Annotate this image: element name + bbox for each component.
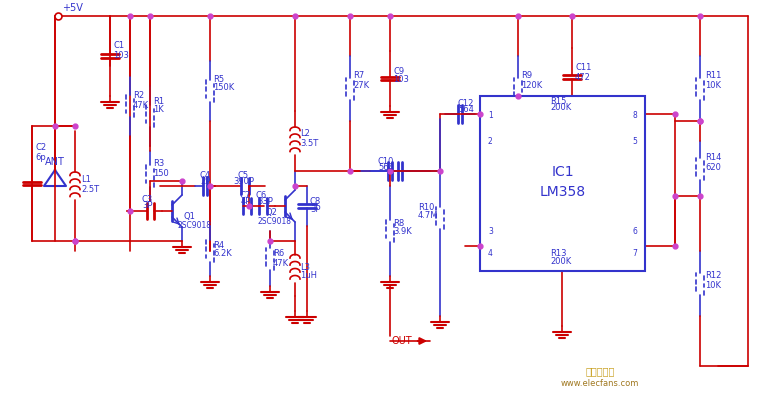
Text: C4: C4 xyxy=(200,171,211,181)
Text: R3: R3 xyxy=(153,159,164,168)
Text: R10: R10 xyxy=(418,203,434,211)
Text: 7: 7 xyxy=(632,248,637,258)
Text: 1: 1 xyxy=(488,111,493,121)
Text: 27K: 27K xyxy=(353,81,369,89)
Text: C8: C8 xyxy=(310,198,321,206)
Text: C3: C3 xyxy=(142,195,153,203)
Text: +5V: +5V xyxy=(62,3,83,13)
Text: 10K: 10K xyxy=(705,280,721,290)
Text: 564: 564 xyxy=(378,163,394,171)
Text: Q1: Q1 xyxy=(184,211,196,220)
Text: C12: C12 xyxy=(458,99,474,109)
Text: 2P: 2P xyxy=(200,178,210,186)
Text: R4: R4 xyxy=(213,242,224,250)
Text: 200K: 200K xyxy=(551,258,572,267)
Text: C2: C2 xyxy=(35,144,46,153)
Text: www.elecfans.com: www.elecfans.com xyxy=(561,379,639,387)
Text: IC1: IC1 xyxy=(551,164,574,178)
Text: 564: 564 xyxy=(458,106,474,114)
Text: 150: 150 xyxy=(153,168,169,178)
Text: C7: C7 xyxy=(239,191,250,201)
Text: 200K: 200K xyxy=(551,104,572,112)
Text: 1K: 1K xyxy=(153,106,164,114)
Text: 103: 103 xyxy=(393,75,409,84)
Text: R11: R11 xyxy=(705,72,721,81)
Text: R1: R1 xyxy=(153,97,164,106)
Text: 3: 3 xyxy=(488,226,493,235)
Text: 8: 8 xyxy=(632,111,637,121)
Text: R7: R7 xyxy=(353,72,364,81)
Text: 6p: 6p xyxy=(35,153,45,161)
Bar xyxy=(480,96,645,271)
Text: 3P: 3P xyxy=(310,206,320,215)
Text: C11: C11 xyxy=(575,64,591,72)
Text: 2.5T: 2.5T xyxy=(81,185,99,193)
Text: OUT: OUT xyxy=(392,336,413,346)
Text: 390P: 390P xyxy=(233,178,254,186)
Text: 1uH: 1uH xyxy=(300,272,317,280)
Text: R2: R2 xyxy=(133,92,144,101)
Text: C6: C6 xyxy=(255,191,266,201)
Text: 150K: 150K xyxy=(213,84,234,92)
Text: 4P: 4P xyxy=(241,198,251,206)
Text: C5: C5 xyxy=(237,171,248,181)
Text: 10K: 10K xyxy=(705,81,721,89)
Text: L3: L3 xyxy=(300,263,310,272)
Text: 2SC9018: 2SC9018 xyxy=(257,216,291,225)
Text: R15: R15 xyxy=(551,97,567,106)
Text: Q2: Q2 xyxy=(265,208,277,216)
Text: 3.5T: 3.5T xyxy=(300,139,318,148)
Text: R8: R8 xyxy=(393,218,404,228)
Text: 3P: 3P xyxy=(142,201,152,210)
Text: LM358: LM358 xyxy=(540,185,585,198)
Text: 47K: 47K xyxy=(273,258,289,267)
Text: R13: R13 xyxy=(551,250,567,258)
Text: C1: C1 xyxy=(113,42,124,50)
Text: 6: 6 xyxy=(632,226,637,235)
Text: C9: C9 xyxy=(393,67,404,75)
Text: ANT: ANT xyxy=(45,157,65,167)
Text: R6: R6 xyxy=(273,250,284,258)
Text: 620: 620 xyxy=(705,163,721,171)
Text: 120K: 120K xyxy=(521,81,542,89)
Text: 4.7M: 4.7M xyxy=(418,210,438,220)
Text: 5: 5 xyxy=(632,136,637,146)
Text: 电子爱好发: 电子爱好发 xyxy=(585,366,614,376)
Text: R12: R12 xyxy=(705,272,721,280)
Text: 2SC9018: 2SC9018 xyxy=(177,221,211,230)
Text: L1: L1 xyxy=(81,176,91,185)
Text: 47K: 47K xyxy=(133,101,149,109)
Text: 2: 2 xyxy=(488,136,493,146)
Text: 4: 4 xyxy=(488,248,493,258)
Text: R5: R5 xyxy=(213,74,224,84)
Text: R14: R14 xyxy=(705,154,721,163)
Text: C10: C10 xyxy=(378,156,394,166)
Text: 103: 103 xyxy=(113,50,129,59)
Text: R9: R9 xyxy=(521,72,532,81)
Text: L2: L2 xyxy=(300,129,310,139)
Text: 6.2K: 6.2K xyxy=(213,250,232,258)
Text: 472: 472 xyxy=(575,72,591,82)
Text: 3.9K: 3.9K xyxy=(393,226,412,235)
Text: 33P: 33P xyxy=(257,198,273,206)
